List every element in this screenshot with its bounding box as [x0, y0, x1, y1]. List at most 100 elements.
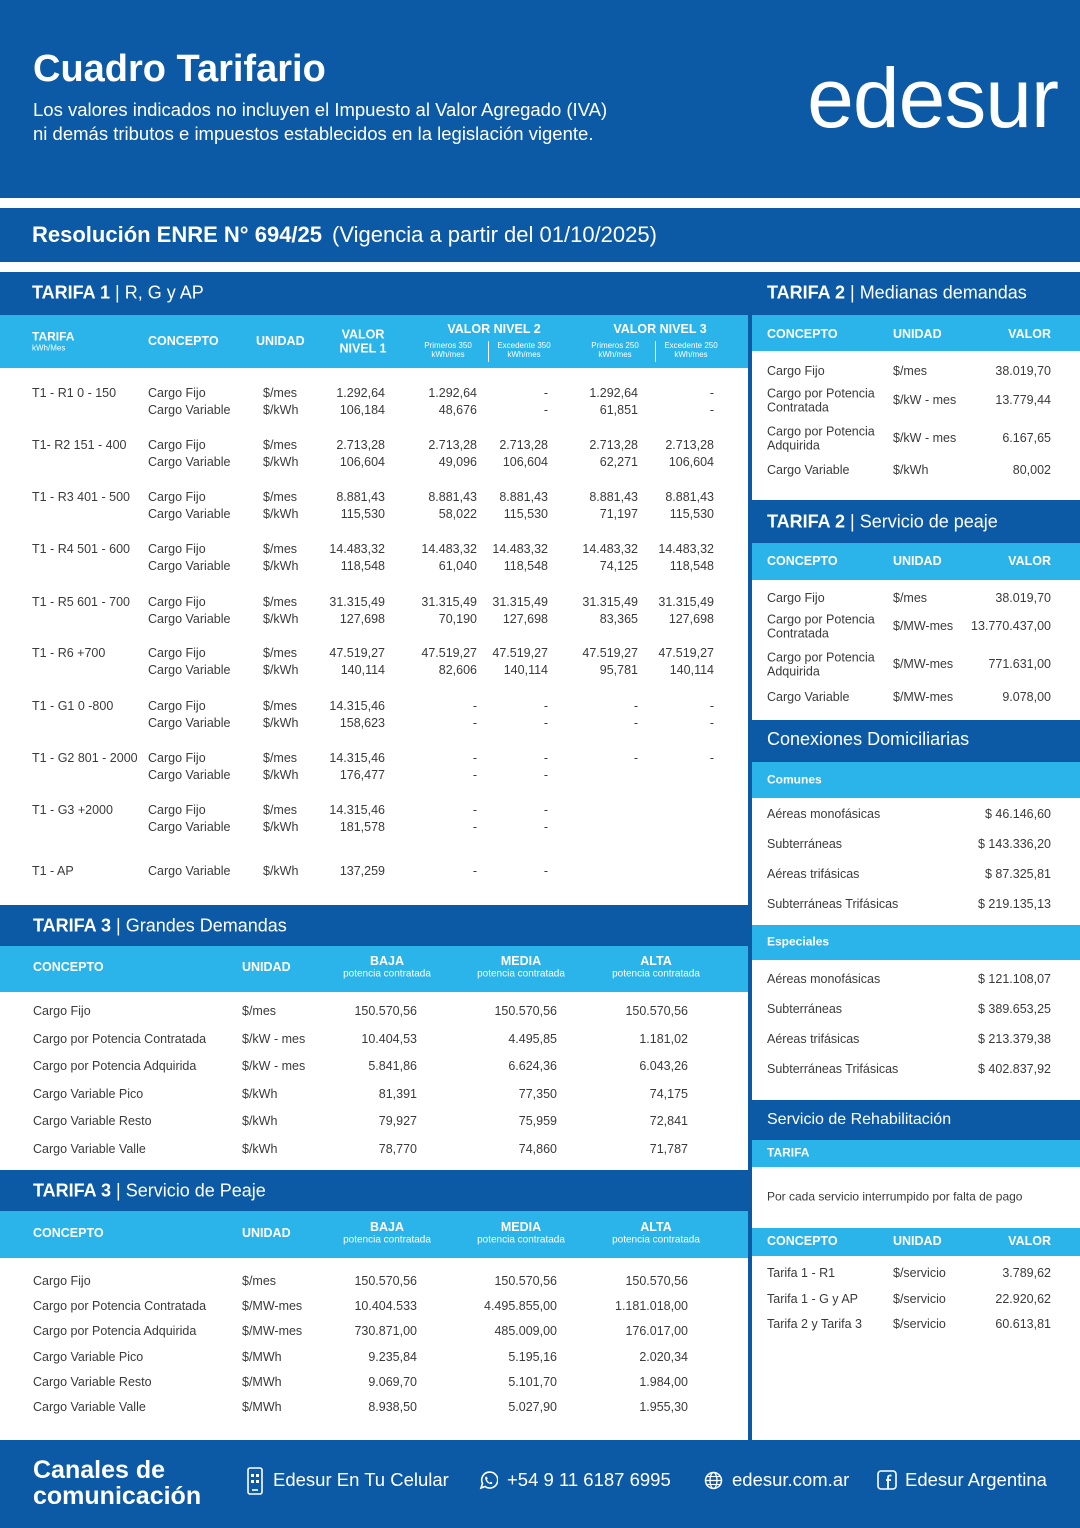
value: -	[472, 716, 477, 731]
column-subheader: Excedente 250 kWh/mes	[664, 341, 718, 359]
concepto: Subterráneas	[767, 837, 843, 852]
value: 181,578	[339, 820, 385, 835]
value: -	[472, 751, 477, 766]
value: 78,770	[378, 1141, 417, 1156]
concepto: Cargo Fijo	[148, 386, 206, 401]
concepto: Cargo por Potencia Contratada	[767, 612, 875, 640]
value: 127,698	[502, 612, 548, 627]
column-subheader: Excedente 350 kWh/mes	[497, 341, 551, 359]
section-title: Servicio de Rehabilitación	[767, 1111, 952, 1129]
unidad: $/kWh	[263, 864, 299, 879]
value: 31.315,49	[421, 595, 477, 610]
value: -	[472, 820, 477, 835]
column-header: VALOR NIVEL 3	[613, 322, 707, 337]
column-header: UNIDAD	[893, 554, 942, 569]
value: 31.315,49	[329, 595, 385, 610]
concepto: Cargo Variable Resto	[33, 1114, 152, 1129]
column-subheader: potencia contratada	[612, 1234, 700, 1246]
value: 62,271	[599, 455, 638, 470]
tarifa-label: T1 - G2 801 - 2000	[32, 751, 138, 766]
value: $ 87.325,81	[984, 867, 1051, 882]
unidad: $/mes	[263, 751, 298, 766]
concepto: Cargo Variable Pico	[33, 1349, 144, 1364]
column-header: ALTA	[640, 954, 672, 969]
section-title-bold: TARIFA 3	[33, 1180, 112, 1201]
unidad: $/servicio	[893, 1317, 946, 1332]
value: 1.955,30	[639, 1400, 688, 1415]
value: 115,530	[669, 507, 714, 522]
value: 8.881,43	[589, 490, 638, 505]
concepto: Cargo Fijo	[148, 542, 206, 557]
unidad: $/kWh	[263, 663, 299, 678]
value: 1.292,64	[336, 386, 385, 401]
tarifa-label: T1 - R4 501 - 600	[32, 542, 130, 557]
table-header-bg	[752, 543, 1080, 580]
value: 13.770.437,00	[971, 619, 1051, 634]
value: 71,787	[649, 1141, 688, 1156]
value: 79,927	[378, 1114, 417, 1129]
value: 13.779,44	[995, 393, 1051, 408]
section-title: Conexiones Domiciliarias	[767, 729, 970, 750]
value: 61,851	[599, 403, 638, 418]
unidad: $/MW-mes	[242, 1324, 303, 1339]
section-title-rest: | R, G y AP	[115, 282, 204, 303]
value: 95,781	[599, 663, 638, 678]
value: 8.881,43	[665, 490, 714, 505]
concepto: Aéreas trifásicas	[767, 1032, 860, 1047]
value: 150.570,56	[354, 1004, 417, 1019]
unidad: $/mes	[263, 490, 298, 505]
value: $ 402.837,92	[978, 1062, 1051, 1077]
column-subheader: Primeros 250 kWh/mes	[591, 341, 639, 359]
value: 10.404,53	[361, 1031, 417, 1046]
resolution-note: (Vigencia a partir del 01/10/2025)	[332, 222, 657, 247]
unidad: $/MW-mes	[893, 619, 954, 634]
concepto: Cargo Fijo	[148, 438, 206, 453]
value: 158,623	[339, 716, 385, 731]
concepto: Subterráneas Trifásicas	[767, 1062, 899, 1077]
value: 150.570,56	[494, 1004, 557, 1019]
column-subheader: kWh/Mes	[32, 343, 66, 353]
concepto: Cargo Fijo	[767, 591, 825, 606]
description: Por cada servicio interrumpido por falta…	[767, 1189, 1023, 1204]
unidad: $/MWh	[242, 1349, 282, 1364]
value: 9.235,84	[368, 1349, 417, 1364]
value: 60.613,81	[995, 1317, 1051, 1332]
value: 4.495,85	[508, 1031, 557, 1046]
value: $ 219.135,13	[978, 897, 1051, 912]
concepto: Cargo Variable Valle	[33, 1141, 146, 1156]
value: -	[472, 699, 477, 714]
column-header: UNIDAD	[242, 1226, 291, 1241]
value: 140,114	[669, 663, 714, 678]
column-header: UNIDAD	[256, 334, 305, 349]
column-header: UNIDAD	[242, 960, 291, 975]
value: 6.043,26	[639, 1059, 688, 1074]
concepto: Cargo Variable Pico	[33, 1086, 144, 1101]
value: 74,860	[518, 1141, 557, 1156]
value: 2.713,28	[499, 438, 548, 453]
value: 5.195,16	[508, 1349, 557, 1364]
value: -	[633, 751, 638, 766]
unidad: $/servicio	[893, 1292, 946, 1307]
value: 5.841,86	[368, 1059, 417, 1074]
channel: edesur.com.ar	[732, 1468, 850, 1490]
column-header: VALOR	[1008, 554, 1051, 569]
column-header: TARIFA	[32, 329, 75, 344]
value: -	[709, 386, 714, 401]
web-icon	[704, 1471, 723, 1490]
value: 38.019,70	[995, 591, 1051, 606]
value: 106,184	[339, 403, 385, 418]
value: 127,698	[668, 612, 714, 627]
concepto: Cargo Fijo	[148, 751, 206, 766]
unidad: $/kW - mes	[893, 393, 957, 408]
concepto: Cargo por Potencia Adquirida	[767, 650, 875, 678]
value: 106,604	[339, 455, 385, 470]
value: 22.920,62	[995, 1292, 1051, 1307]
unidad: $/kWh	[242, 1086, 278, 1101]
value: 72,841	[649, 1114, 688, 1129]
section-title: TARIFA 1 | R, G y AP	[32, 283, 204, 304]
column-header: MEDIA	[500, 954, 542, 969]
tarifa-label: T1 - AP	[32, 864, 74, 879]
tarifa-label: T1 - R6 +700	[32, 646, 106, 661]
unidad: $/servicio	[893, 1266, 946, 1281]
value: 1.292,64	[589, 386, 638, 401]
